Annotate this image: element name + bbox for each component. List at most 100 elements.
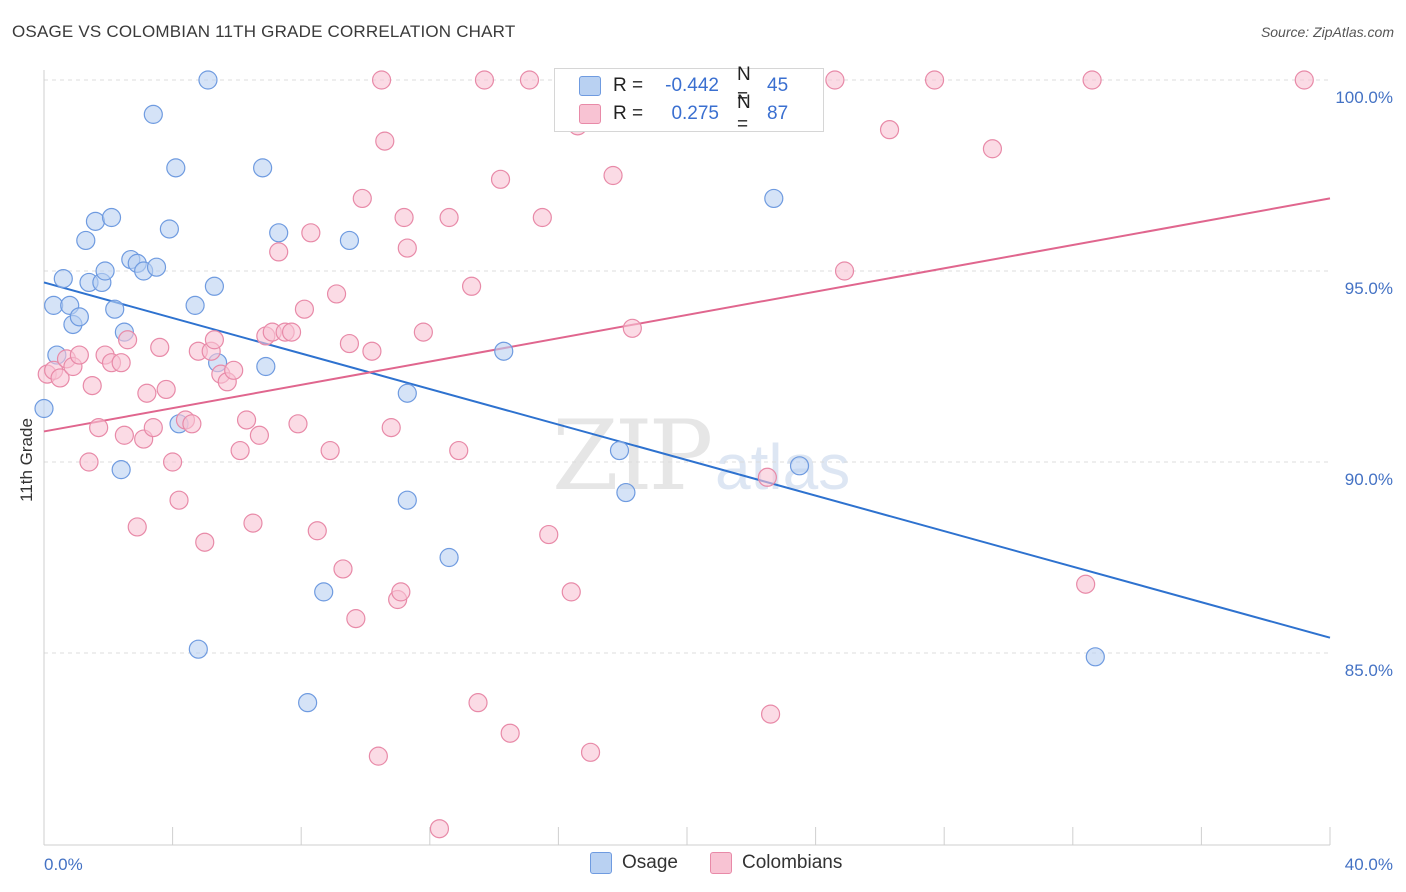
legend-item-colombians: Colombians [710,852,842,874]
colombians-point [281,322,302,342]
colombians-point [375,131,395,151]
data-points [34,70,1314,839]
osage-point [314,582,334,602]
colombians-point [879,120,900,140]
source-label: Source: ZipAtlas.com [1260,24,1394,40]
x-tick-label-max: 40.0% [1345,855,1393,874]
osage-point [616,482,636,503]
colombians-trend-line [43,197,1331,433]
colombians-point [89,418,109,438]
colombians-point [150,337,170,357]
osage-legend-swatch [590,852,612,874]
y-tick-label: 85.0% [1345,661,1393,680]
osage-point [204,276,224,296]
osage-point [397,383,417,403]
colombians-point [622,318,642,338]
colombians-point [117,330,138,350]
trend-lines [43,197,1331,639]
colombians-point [69,345,89,365]
colombians-point [461,276,482,296]
axes [43,70,1331,846]
colombians-point [243,513,263,533]
colombians-n-value: 87 [767,103,789,124]
osage-r-label: R = [613,75,644,96]
colombians-point [757,467,777,487]
colombians-point [269,242,289,262]
osage-point [609,440,630,461]
colombians-point [143,418,163,438]
colombians-point [760,704,781,724]
osage-point [105,299,125,319]
colombians-point [982,139,1003,159]
osage-point [143,104,163,124]
series-legend: Osage Colombians [0,852,1406,878]
colombians-point [834,261,855,281]
colombians-point [580,742,601,762]
colombians-legend-label: Colombians [742,852,843,873]
colombians-point [169,490,189,510]
osage-point [789,456,810,476]
osage-point [34,398,54,419]
osage-point [101,207,122,228]
osage-n-label: N = [737,64,751,107]
osage-point [69,307,89,327]
colombians-point [346,609,366,629]
osage-point [95,261,115,281]
colombians-n-label: N = [737,92,751,135]
osage-point [159,219,179,239]
colombians-point [137,383,157,403]
colombians-point [236,410,257,430]
osage-point [188,639,208,659]
colombians-point [307,521,327,541]
colombians-r-value: 0.275 [671,103,719,124]
osage-point [53,269,73,289]
colombians-point [1076,574,1096,594]
osage-point [76,230,96,251]
colombians-r-label: R = [613,103,644,124]
colombians-point [333,559,353,579]
watermark-atlas: atlas [715,431,851,503]
correlation-legend: R = -0.442 N = 45 R = 0.275 N = 87 [554,64,824,135]
osage-swatch [579,76,601,96]
colombians-point [539,524,559,545]
osage-point [198,70,218,90]
colombians-point [519,70,540,90]
colombians-point [449,440,469,461]
osage-point [44,295,64,315]
axis-labels: 85.0% 90.0% 95.0% 100.0% 0.0% 40.0% 11th Grade [17,88,1393,874]
osage-point [253,158,273,178]
osage-point [298,693,318,713]
colombians-point [288,414,308,434]
colombians-point [391,582,411,602]
colombians-point [195,532,215,552]
colombians-point [368,746,388,766]
colombians-point [320,440,340,461]
colombians-point [1294,70,1314,90]
colombians-point [326,284,347,304]
osage-legend-label: Osage [622,852,678,873]
colombians-point [230,440,250,461]
x-tick-label-min: 0.0% [44,855,83,874]
colombians-point [111,353,131,373]
osage-point [146,257,167,277]
colombians-point [394,207,414,228]
colombians-point [301,223,321,243]
colombians-point [79,452,99,472]
colombians-point [429,819,450,839]
osage-point [185,295,205,315]
colombians-point [249,425,270,445]
colombians-point [362,341,382,361]
colombians-point [50,368,70,388]
colombians-legend-swatch [710,852,732,874]
colombians-point [532,207,552,228]
colombians-point [156,379,176,400]
y-tick-label: 95.0% [1345,279,1393,298]
y-tick-label: 100.0% [1335,88,1393,107]
colombians-point [1082,70,1102,90]
colombians-point [603,165,623,186]
osage-point [494,341,514,361]
osage-point [764,188,784,209]
osage-point [85,211,106,231]
colombians-point [224,360,244,380]
